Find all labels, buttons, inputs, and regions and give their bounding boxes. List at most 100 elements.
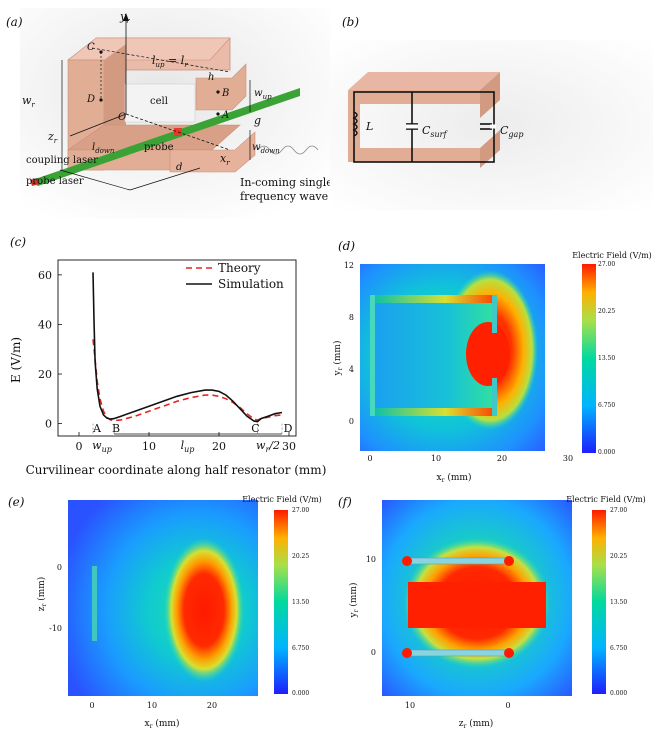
point-a-dot bbox=[216, 112, 220, 116]
colorbar-e bbox=[274, 510, 288, 694]
corner-hotspot-f-1 bbox=[402, 556, 412, 566]
top-plate-f bbox=[409, 557, 507, 565]
circuit-bottom-side bbox=[480, 130, 500, 168]
panel-f-label: (f) bbox=[338, 495, 352, 509]
c-surf-label: Csurf bbox=[422, 124, 449, 139]
x-tick-e-1: 10 bbox=[147, 701, 157, 710]
h-label: h bbox=[208, 72, 214, 83]
colorbar-title-e: Electric Field (V/m) bbox=[242, 495, 322, 504]
circuit-bottom-plate bbox=[348, 148, 480, 162]
point-d-label: D bbox=[86, 94, 95, 105]
y-tick-f-1: 0 bbox=[371, 648, 376, 657]
panel-e-heatmap: (e) 0 10 20 0 -10 xr (mm) zr (mm) Electr… bbox=[8, 495, 322, 730]
probe-beam-rod bbox=[30, 88, 300, 186]
panel-a-diagram: (a) yr zr xr O C D B A lup = lr h wr wup… bbox=[6, 8, 333, 218]
l-up-dimension bbox=[91, 47, 231, 73]
point-label-b: B bbox=[112, 422, 120, 435]
colorbar-title-f: Electric Field (V/m) bbox=[566, 495, 646, 504]
colorbar-ticks-d: 27.00 20.25 13.50 6.750 0.000 bbox=[598, 261, 615, 456]
panel-e-label: (e) bbox=[8, 495, 25, 509]
x-tick-f-1: 0 bbox=[505, 701, 510, 710]
w-down-label: wdown bbox=[252, 142, 280, 155]
panel-a: (a) yr zr xr O C D B A lup = lr h wr wup… bbox=[0, 0, 333, 225]
x-ticks-f: 10 0 bbox=[405, 701, 511, 710]
c-surf-gap bbox=[406, 124, 418, 129]
y-axis-label-d: yr (mm) bbox=[332, 341, 344, 377]
cb-tick-d-3: 6.750 bbox=[598, 402, 615, 409]
point-b-label: B bbox=[221, 88, 229, 99]
x-tick-f-0: 10 bbox=[405, 701, 415, 710]
series-line-theory bbox=[92, 339, 283, 422]
x-tick-label-1: 10 bbox=[142, 440, 156, 453]
l-down-dimension bbox=[59, 169, 131, 191]
lower-jaw-d bbox=[492, 378, 497, 416]
panel-b-diagram: (b) L Csurf Cgap bbox=[330, 15, 653, 210]
bottom-plate-d bbox=[370, 408, 496, 416]
incoming-wave bbox=[257, 145, 319, 155]
colorbar-title-d: Electric Field (V/m) bbox=[572, 251, 652, 260]
colorbar-f bbox=[592, 510, 606, 694]
cb-tick-e-1: 20.25 bbox=[292, 553, 309, 560]
probe-label: probe bbox=[144, 142, 174, 153]
zr-axis bbox=[69, 113, 127, 137]
panel-f-heatmap: (f) 10 0 10 0 zr (mm) yr (mm) Electric F… bbox=[338, 495, 646, 730]
y-tick-label-3: 60 bbox=[38, 269, 52, 282]
panel-d-heatmap: (d) 0 10 20 30 12 8 4 0 xr (mm) yr (mm) … bbox=[332, 239, 652, 484]
circuit-top-plate bbox=[348, 90, 480, 104]
l-up-annotation: lup bbox=[181, 439, 195, 454]
plot-frame bbox=[57, 259, 297, 437]
cb-tick-f-4: 0.000 bbox=[610, 690, 627, 697]
x-tick-label-0: 0 bbox=[76, 440, 83, 453]
panel-e: (e) 0 10 20 0 -10 xr (mm) zr (mm) Electr… bbox=[0, 490, 330, 733]
point-label-a: A bbox=[92, 422, 102, 435]
c-gap-label: Cgap bbox=[500, 124, 523, 139]
yr-axis-arrow bbox=[123, 13, 129, 21]
y-tick-d-2: 4 bbox=[349, 365, 354, 374]
circuit-top-face bbox=[348, 72, 500, 90]
panel-d: (d) 0 10 20 30 12 8 4 0 xr (mm) yr (mm) … bbox=[330, 232, 653, 490]
y-ticks-e: 0 -10 bbox=[49, 563, 62, 633]
vapor-cell bbox=[124, 83, 196, 123]
point-c-label: C bbox=[87, 42, 95, 53]
legend-label-theory: Theory bbox=[218, 261, 261, 275]
point-label-d: D bbox=[284, 422, 293, 435]
cb-tick-e-4: 0.000 bbox=[292, 690, 309, 697]
resonator-wall-e bbox=[92, 566, 97, 641]
cb-tick-d-4: 0.000 bbox=[598, 449, 615, 456]
point-d-dot bbox=[99, 98, 103, 102]
corner-hotspot-f-2 bbox=[504, 556, 514, 566]
circuit-top-side bbox=[480, 72, 500, 118]
y-tick-d-3: 0 bbox=[349, 417, 354, 426]
l-down-label: ldown bbox=[92, 142, 115, 155]
y-tick-e-1: -10 bbox=[49, 624, 62, 633]
point-a-label: A bbox=[221, 110, 229, 121]
panel-a-label: (a) bbox=[6, 15, 23, 29]
x-tick-d-2: 20 bbox=[497, 454, 507, 463]
cb-tick-e-2: 13.50 bbox=[292, 599, 309, 606]
origin-label: O bbox=[118, 112, 126, 123]
xr-axis bbox=[125, 113, 231, 151]
y-tick-e-0: 0 bbox=[57, 563, 62, 572]
w-up-annotation: wup bbox=[92, 439, 112, 454]
corner-hotspot-f-3 bbox=[402, 648, 412, 658]
l-up-label: lup = lr bbox=[152, 54, 188, 69]
y-axis-label-e: zr (mm) bbox=[36, 577, 48, 612]
x-tick-d-0: 0 bbox=[367, 454, 372, 463]
corner-hotspot-f-4 bbox=[504, 648, 514, 658]
colorbar-d bbox=[582, 264, 596, 453]
y-tick-f-0: 10 bbox=[366, 555, 376, 564]
cb-tick-e-3: 6.750 bbox=[292, 645, 309, 652]
y-tick-d-1: 8 bbox=[349, 313, 354, 322]
x-axis-label-d: xr (mm) bbox=[437, 472, 472, 484]
cb-tick-e-0: 27.00 bbox=[292, 507, 309, 514]
chart-series bbox=[92, 272, 283, 423]
resonator-lower-jaw bbox=[169, 131, 256, 173]
wave-label-line2: frequency wave bbox=[240, 190, 328, 203]
series-line-simulation bbox=[92, 272, 283, 423]
panel-c-label: (c) bbox=[10, 235, 26, 249]
y-ticks-f: 10 0 bbox=[366, 555, 376, 657]
y-ticks-d: 12 8 4 0 bbox=[344, 261, 354, 426]
x-tick-label-3: 30 bbox=[282, 440, 296, 453]
